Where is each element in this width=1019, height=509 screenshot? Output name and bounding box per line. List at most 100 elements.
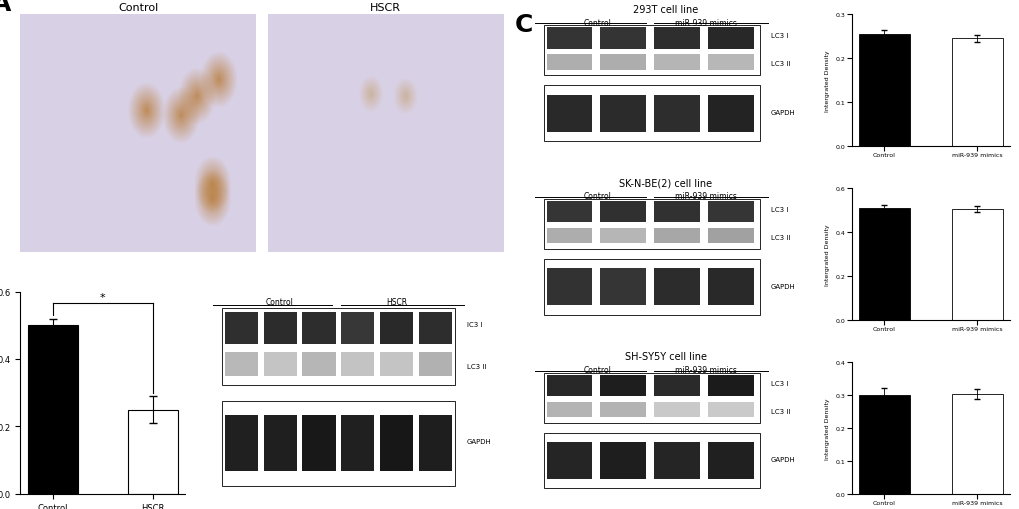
Bar	[654, 228, 700, 244]
Text: A: A	[0, 0, 11, 15]
Text: HSCR: HSCR	[386, 297, 407, 306]
Bar	[708, 376, 753, 397]
Bar	[224, 353, 258, 377]
Bar	[654, 376, 700, 397]
Bar	[263, 353, 297, 377]
Title: Control: Control	[118, 3, 158, 13]
Title: SH-SY5Y cell line: SH-SY5Y cell line	[624, 352, 706, 361]
Bar	[303, 353, 335, 377]
Bar	[419, 415, 451, 471]
Text: LC3 II: LC3 II	[770, 61, 790, 67]
Title: HSCR: HSCR	[370, 3, 400, 13]
Bar	[221, 308, 454, 385]
Text: miR-939 mimics: miR-939 mimics	[674, 365, 736, 375]
Title: 293T cell line: 293T cell line	[632, 5, 697, 14]
Bar	[654, 202, 700, 223]
Bar	[419, 353, 451, 377]
Bar	[303, 312, 335, 345]
Text: C: C	[515, 13, 533, 37]
Text: LC3 II: LC3 II	[770, 408, 790, 414]
Bar	[951, 394, 1002, 494]
Bar	[600, 269, 646, 306]
Bar	[380, 353, 413, 377]
Text: LC3 I: LC3 I	[770, 380, 788, 386]
Y-axis label: Intergrated Density: Intergrated Density	[824, 50, 829, 112]
Bar	[543, 260, 759, 315]
Bar	[546, 402, 592, 417]
Bar	[341, 415, 374, 471]
Text: Control: Control	[583, 365, 611, 375]
Bar	[303, 415, 335, 471]
Text: GAPDH: GAPDH	[467, 438, 491, 444]
Bar	[600, 96, 646, 132]
Bar	[858, 395, 909, 494]
Bar	[380, 312, 413, 345]
Bar	[654, 54, 700, 70]
Bar	[543, 373, 759, 423]
Text: *: *	[100, 292, 105, 302]
Bar	[341, 353, 374, 377]
Text: GAPDH: GAPDH	[770, 283, 795, 289]
Text: LC3 II: LC3 II	[770, 235, 790, 240]
Bar	[543, 86, 759, 142]
Bar	[546, 376, 592, 397]
Bar	[221, 401, 454, 486]
Bar	[600, 54, 646, 70]
Bar	[543, 433, 759, 489]
Bar	[951, 210, 1002, 320]
Bar	[708, 269, 753, 306]
Bar	[654, 442, 700, 479]
Bar	[224, 312, 258, 345]
Bar	[600, 442, 646, 479]
Title: SK-N-BE(2) cell line: SK-N-BE(2) cell line	[619, 178, 711, 188]
Bar	[546, 442, 592, 479]
Bar	[543, 26, 759, 76]
Bar	[600, 29, 646, 49]
Y-axis label: Intergrated Density: Intergrated Density	[824, 397, 829, 459]
Bar	[600, 228, 646, 244]
Text: GAPDH: GAPDH	[770, 457, 795, 463]
Bar	[263, 415, 297, 471]
Bar	[546, 29, 592, 49]
Bar	[127, 410, 177, 494]
Bar	[419, 312, 451, 345]
Text: LC3 I: LC3 I	[770, 33, 788, 39]
Bar	[546, 269, 592, 306]
Bar	[600, 376, 646, 397]
Bar	[654, 96, 700, 132]
Bar	[858, 209, 909, 320]
Bar	[708, 202, 753, 223]
Bar	[951, 39, 1002, 147]
Text: miR-939 mimics: miR-939 mimics	[674, 192, 736, 201]
Text: LC3 I: LC3 I	[770, 207, 788, 213]
Bar	[654, 29, 700, 49]
Bar	[654, 402, 700, 417]
Text: miR-939 mimics: miR-939 mimics	[674, 18, 736, 27]
Bar	[546, 54, 592, 70]
Bar	[858, 35, 909, 147]
Bar	[224, 415, 258, 471]
Bar	[380, 415, 413, 471]
Text: Control: Control	[266, 297, 293, 306]
Bar	[263, 312, 297, 345]
Bar	[708, 54, 753, 70]
Bar	[708, 29, 753, 49]
Text: LC3 II: LC3 II	[467, 363, 486, 370]
Bar	[654, 269, 700, 306]
Bar	[341, 312, 374, 345]
Bar	[600, 202, 646, 223]
Bar	[546, 202, 592, 223]
Text: Control: Control	[583, 192, 611, 201]
Bar	[546, 96, 592, 132]
Bar	[708, 442, 753, 479]
Text: Control: Control	[583, 18, 611, 27]
Bar	[543, 200, 759, 249]
Bar	[708, 228, 753, 244]
Bar	[28, 326, 77, 494]
Text: lC3 I: lC3 I	[467, 321, 482, 327]
Bar	[600, 402, 646, 417]
Y-axis label: Intergrated Density: Intergrated Density	[824, 224, 829, 285]
Bar	[708, 402, 753, 417]
Text: GAPDH: GAPDH	[770, 109, 795, 116]
Bar	[546, 228, 592, 244]
